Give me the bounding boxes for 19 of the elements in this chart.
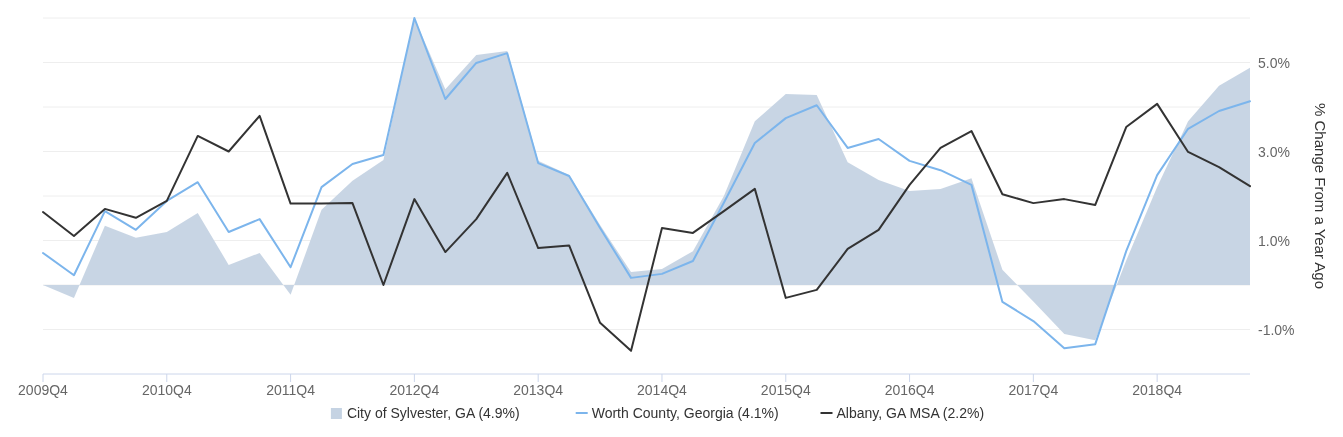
line-series [42,102,1251,352]
legend-label: City of Sylvester, GA (4.9%) [346,405,520,421]
legend-label: Worth County, Georgia (4.1%) [591,405,779,421]
y-tick-label: 1.0% [1258,232,1290,249]
x-tick-label: 2015Q4 [760,382,811,398]
y-tick-label: 3.0% [1258,143,1290,160]
x-tick-label: 2017Q4 [1008,382,1059,398]
x-tick-label: 2013Q4 [513,382,564,398]
x-tick-label: 2011Q4 [266,382,316,398]
x-tick-label: 2016Q4 [884,382,935,398]
x-tick-label: 2012Q4 [389,382,440,398]
legend-label: Albany, GA MSA (2.2%) [836,405,985,421]
x-tick-label: 2009Q4 [18,382,69,398]
x-tick-label: 2014Q4 [637,382,688,398]
y-tick-label: 5.0% [1258,54,1290,71]
y-axis-title: % Change From a Year Ago [1312,103,1329,289]
y-tick-label: -1.0% [1258,321,1295,338]
x-tick-label: 2018Q4 [1132,382,1183,398]
x-tick-label: 2010Q4 [141,382,192,398]
